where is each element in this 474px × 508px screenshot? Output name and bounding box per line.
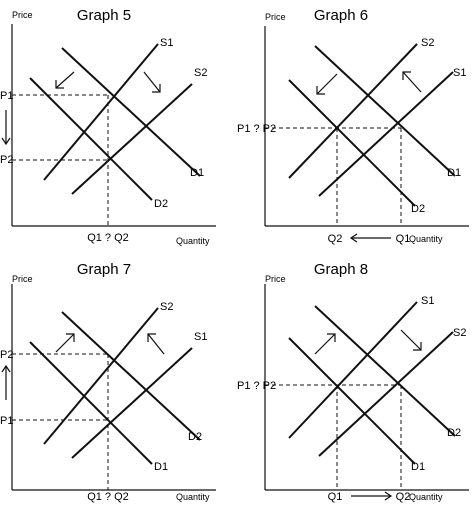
graph-5-label-q: Q1 ? Q2 xyxy=(87,232,129,244)
graph-6-up-arrow xyxy=(402,71,422,93)
graph-6-label-q2: Q2 xyxy=(328,233,343,245)
graph-7-label-d1: D1 xyxy=(154,461,168,473)
graph-7-d1-curve xyxy=(29,341,153,465)
graph-8-label-d1: D1 xyxy=(411,461,425,473)
graph-8-panel: Graph 8 Price Quantity S1 S2 D2 D1 P1 ? … xyxy=(237,254,474,508)
graph-7-s1-curve xyxy=(71,347,193,459)
graph-7-label-d2: D2 xyxy=(188,431,202,443)
graph-5-s1-curve xyxy=(43,43,159,181)
graph-6-price-axis-label: Price xyxy=(265,12,286,22)
graph-8-quantity-axis-label: Quantity xyxy=(409,492,443,502)
graph-5-d2-curve xyxy=(29,77,153,201)
graph-7-d2-curve xyxy=(61,311,201,441)
graph-6-svg: Graph 6 Price Quantity S2 S1 D1 D2 P1 ? … xyxy=(237,7,469,245)
graph-6-s1-curve xyxy=(318,71,454,197)
graph-7-label-q: Q1 ? Q2 xyxy=(87,491,129,503)
graph-7-panel: Graph 7 Price Quantity S2 S1 D2 D1 P2 P1 xyxy=(0,254,237,508)
graph-8-label-d2: D2 xyxy=(447,427,461,439)
graph-5-label-s1: S1 xyxy=(160,37,173,49)
graph-7-label-s2: S2 xyxy=(160,301,173,313)
graph-8-up-arrow xyxy=(314,333,336,355)
graph-7-left-arrow xyxy=(55,333,75,353)
graph-6-s2-curve xyxy=(288,43,418,179)
graph-6-title: Graph 6 xyxy=(314,7,368,24)
graph-8-label-p: P1 ? P2 xyxy=(237,380,276,392)
graph-6-label-d2: D2 xyxy=(411,203,425,215)
graph-5-label-s2: S2 xyxy=(194,67,207,79)
graph-5-panel: Graph 5 Price Quantity S1 S2 D1 D2 P1 P2 xyxy=(0,0,237,254)
graph-5-left-arrow xyxy=(55,71,75,89)
graph-6-d1-curve xyxy=(314,45,456,177)
graph-6-label-d1: D1 xyxy=(447,167,461,179)
graph-5-quantity-axis-label: Quantity xyxy=(176,236,210,246)
graph-8-s2-curve xyxy=(318,331,454,457)
graph-8-d2-curve xyxy=(314,305,456,437)
graph-8-d1-curve xyxy=(288,337,416,465)
graph-6-label-q1: Q1 xyxy=(396,233,411,245)
graph-7-price-axis-label: Price xyxy=(12,274,33,284)
graph-6-quantity-axis-label: Quantity xyxy=(409,234,443,244)
graph-6-label-s1: S1 xyxy=(453,67,466,79)
graph-7-up-arrow xyxy=(1,364,11,400)
graph-7-label-p2: P2 xyxy=(0,349,13,361)
graph-5-price-axis-label: Price xyxy=(12,10,33,20)
graph-8-s1-curve xyxy=(288,301,418,439)
graph-5-title: Graph 5 xyxy=(77,7,131,24)
graph-5-svg: Graph 5 Price Quantity S1 S2 D1 D2 P1 P2 xyxy=(0,7,216,246)
graph-8-price-axis-label: Price xyxy=(265,274,286,284)
graph-6-label-p: P1 ? P2 xyxy=(237,123,276,135)
graph-5-right-arrow xyxy=(143,71,161,93)
graph-6-left-arrow xyxy=(316,73,338,95)
graph-7-svg: Graph 7 Price Quantity S2 S1 D2 D1 P2 P1 xyxy=(0,261,216,503)
graph-7-right-arrow xyxy=(147,333,165,355)
graph-6-panel: Graph 6 Price Quantity S2 S1 D1 D2 P1 ? … xyxy=(237,0,474,254)
graph-5-s2-curve xyxy=(71,83,193,195)
graph-7-title: Graph 7 xyxy=(77,261,131,278)
graph-8-quantity-arrow xyxy=(351,491,393,501)
graph-8-label-q2: Q2 xyxy=(396,491,411,503)
graph-7-label-p1: P1 xyxy=(0,415,13,427)
graph-5-label-p2: P2 xyxy=(0,154,13,166)
graph-5-label-d1: D1 xyxy=(190,167,204,179)
graph-7-quantity-axis-label: Quantity xyxy=(176,492,210,502)
graph-6-d2-curve xyxy=(288,79,416,207)
graph-8-label-s1: S1 xyxy=(421,295,434,307)
graph-8-label-s2: S2 xyxy=(453,327,466,339)
graph-6-label-s2: S2 xyxy=(421,37,434,49)
graph-6-quantity-arrow xyxy=(349,233,391,243)
graph-8-down-arrow xyxy=(400,329,422,351)
graph-5-label-p1: P1 xyxy=(0,90,13,102)
graph-7-label-s1: S1 xyxy=(194,331,207,343)
graph-5-d1-curve xyxy=(61,47,201,177)
graph-7-s2-curve xyxy=(43,307,159,445)
graph-8-svg: Graph 8 Price Quantity S1 S2 D2 D1 P1 ? … xyxy=(237,261,469,503)
graph-8-label-q1: Q1 xyxy=(328,491,343,503)
graph-5-label-d2: D2 xyxy=(154,198,168,210)
graph-8-title: Graph 8 xyxy=(314,261,368,278)
graph-5-down-arrow xyxy=(1,110,11,146)
